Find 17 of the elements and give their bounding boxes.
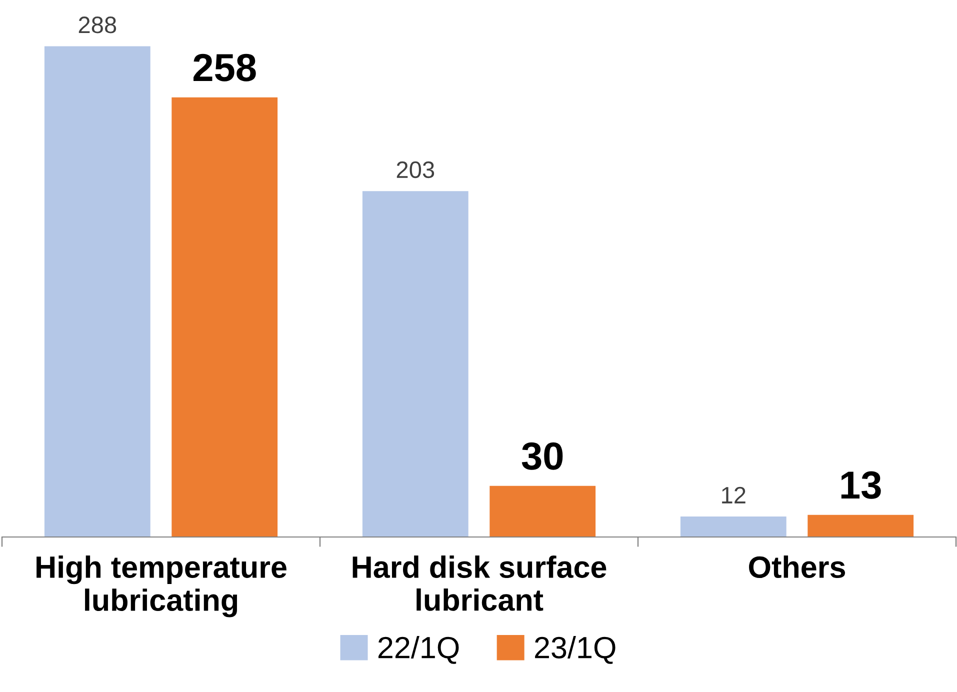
data-label: 30 [522,442,563,470]
x-tick-label: Hard disk surface lubricant [352,556,606,611]
data-label: 288 [78,16,116,34]
bar [362,191,468,537]
x-tick-label: High temperature lubricating [36,556,286,618]
bar [172,97,278,537]
bar [808,514,914,537]
data-label: 258 [194,54,256,82]
bar [680,516,786,537]
x-tick-label: Others [749,556,845,578]
legend-label: 22/1Q [378,636,459,664]
bar [490,486,596,537]
data-label: 12 [722,486,746,504]
data-label: 203 [396,161,434,178]
bar [44,46,150,537]
data-label: 13 [841,471,881,499]
legend-label: 23/1Q [535,636,616,664]
